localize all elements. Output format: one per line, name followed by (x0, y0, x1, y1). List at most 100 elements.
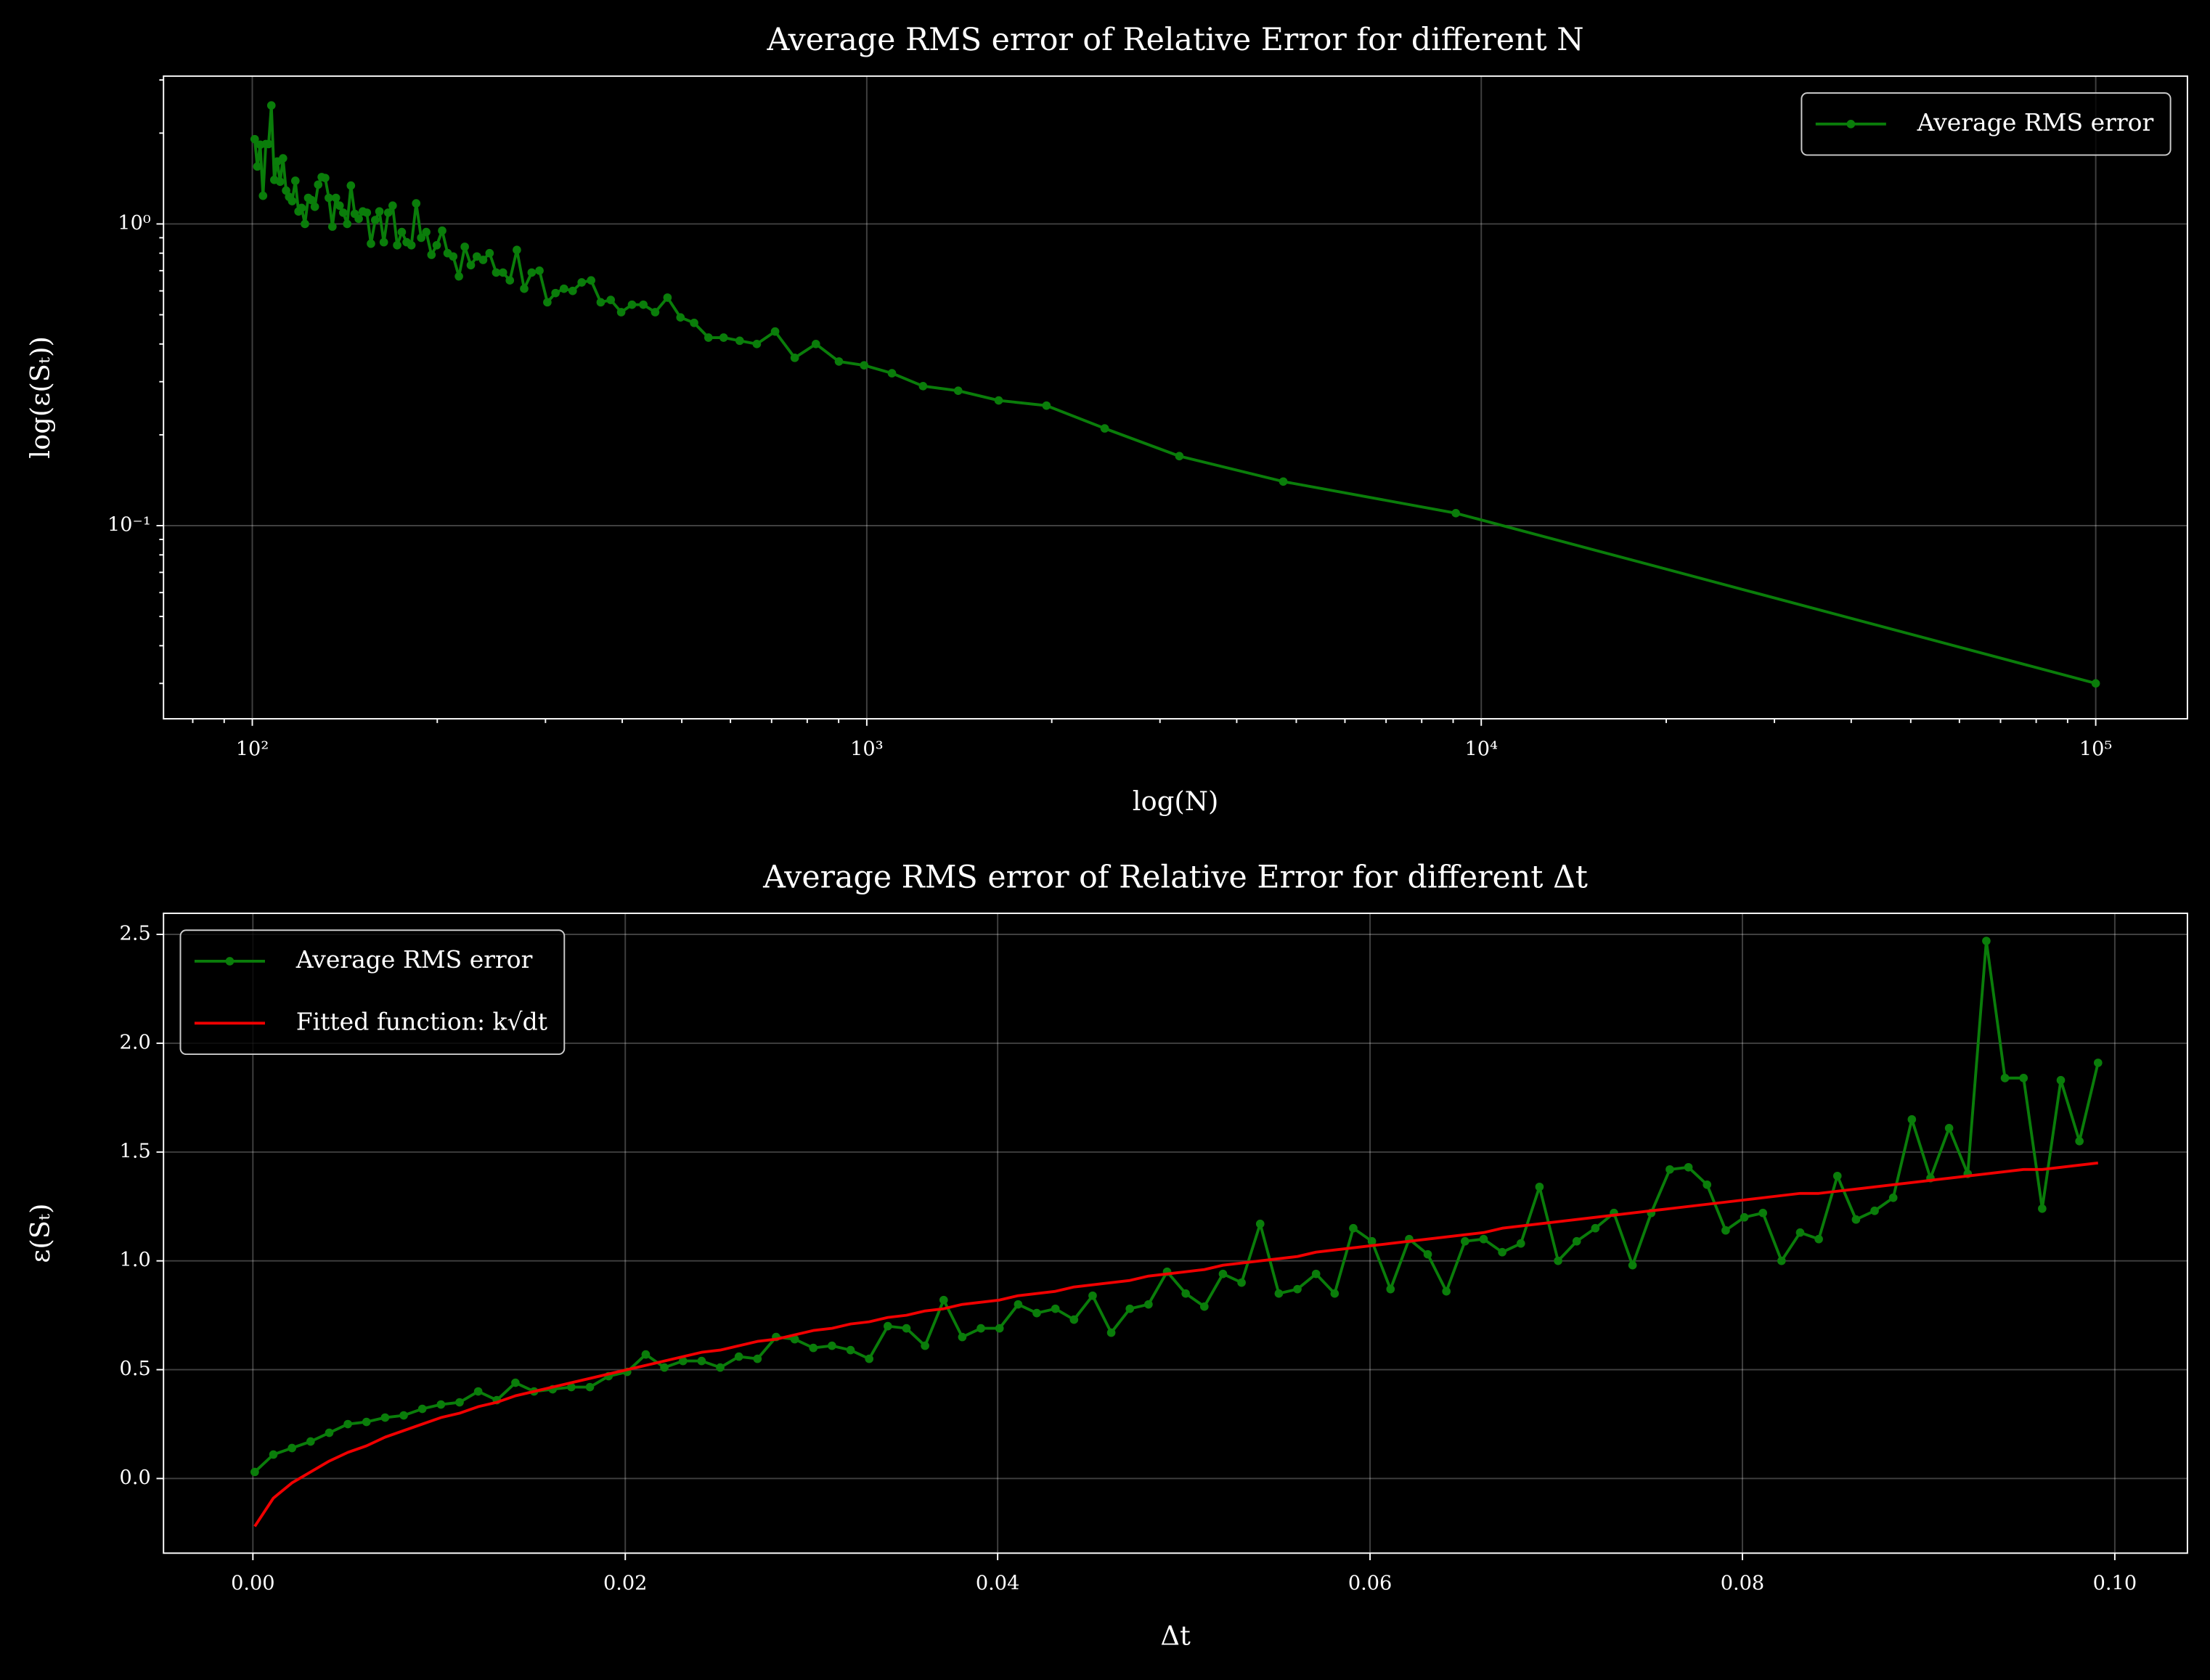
data-point (953, 386, 963, 396)
data-point (306, 1437, 315, 1446)
data-point (770, 327, 780, 336)
data-point (918, 382, 928, 391)
legend-label: Average RMS error (1917, 108, 2154, 136)
data-point (1181, 1289, 1190, 1298)
x-tick-label: 0.08 (1721, 1572, 1764, 1594)
series-line (253, 939, 2100, 1473)
data-point (1703, 1180, 1712, 1189)
data-point (958, 1332, 967, 1342)
data-point (454, 272, 463, 281)
data-point (460, 242, 469, 251)
data-point (1144, 1300, 1153, 1309)
data-point (1423, 1249, 1432, 1259)
data-point (1479, 1234, 1488, 1244)
data-point (520, 284, 529, 293)
legend-box (1801, 92, 2172, 156)
data-point (393, 240, 401, 250)
data-point (1982, 937, 1991, 945)
legend: Average RMS error Fitted function: k√dt (179, 929, 566, 1056)
y-tick-label: 0.0 (120, 1467, 151, 1489)
data-point (436, 1400, 446, 1409)
data-point (994, 396, 1003, 405)
data-point (498, 268, 507, 277)
data-point (346, 181, 356, 190)
data-point (1274, 1289, 1284, 1298)
data-point (290, 176, 300, 185)
data-point (473, 252, 481, 261)
data-point (651, 308, 660, 317)
data-point (1088, 1291, 1097, 1300)
data-point (921, 1341, 929, 1350)
data-point (1461, 1236, 1469, 1246)
data-point (1777, 1256, 1786, 1265)
data-point (1042, 401, 1051, 410)
data-point (307, 195, 316, 205)
data-point (663, 293, 672, 302)
data-point (1684, 1162, 1693, 1172)
y-axis-title: ε(Sₜ) (25, 1203, 56, 1263)
data-point (375, 207, 384, 216)
data-point (383, 208, 393, 217)
data-point (388, 201, 397, 211)
data-point (678, 1356, 688, 1366)
data-point (551, 288, 560, 298)
data-point (902, 1324, 911, 1333)
data-point (676, 313, 685, 322)
data-point (288, 197, 297, 205)
data-point (1498, 1247, 1506, 1257)
data-point (399, 1411, 408, 1420)
data-point (1591, 1223, 1600, 1233)
data-point (343, 219, 352, 229)
data-point (790, 1334, 799, 1344)
data-point (995, 1324, 1004, 1333)
data-point (1944, 1124, 1954, 1133)
data-point (2093, 1059, 2103, 1067)
data-point (417, 1404, 427, 1414)
data-point (449, 252, 458, 261)
data-point (478, 256, 488, 264)
data-point (834, 357, 844, 366)
legend-label: Average RMS error (295, 945, 533, 974)
y-tick-label: 0.5 (120, 1358, 151, 1380)
data-point (1740, 1212, 1749, 1222)
data-point (282, 186, 290, 195)
data-point (1628, 1260, 1637, 1270)
data-point (1451, 508, 1461, 518)
x-axis-title: log(N) (1133, 786, 1219, 817)
data-point (1572, 1236, 1581, 1246)
data-point (412, 199, 421, 208)
data-point (338, 208, 348, 217)
data-point (1758, 1208, 1768, 1218)
x-axis-title: Δt (1160, 1620, 1191, 1651)
data-point (335, 201, 344, 211)
data-point (1554, 1256, 1562, 1265)
data-point (264, 139, 273, 149)
data-point (279, 154, 288, 163)
x-tick-label: 10⁴ (1465, 738, 1499, 760)
data-point (527, 268, 537, 277)
data-point (269, 1450, 278, 1459)
data-point (432, 240, 441, 250)
data-point (473, 1387, 483, 1396)
data-point (362, 208, 372, 217)
data-point (466, 261, 476, 270)
data-point (811, 339, 820, 348)
x-tick-label: 0.02 (603, 1572, 647, 1594)
data-point (407, 240, 416, 250)
data-point (1367, 1236, 1377, 1246)
y-tick-label: 10⁻¹ (107, 514, 151, 537)
data-point (492, 268, 501, 277)
data-point (1535, 1182, 1544, 1191)
data-point (331, 193, 341, 203)
y-tick-label: 1.5 (120, 1140, 151, 1162)
data-point (1051, 1304, 1060, 1313)
data-point (567, 1382, 576, 1392)
legend-marker (1846, 120, 1856, 129)
chart-title: Average RMS error of Relative Error for … (766, 22, 1583, 58)
data-point (258, 191, 268, 200)
y-axis-title: log(ε(Sₜ)) (25, 336, 56, 459)
data-point (559, 284, 568, 293)
data-point (577, 278, 587, 287)
data-point (585, 1382, 595, 1392)
data-point (370, 216, 380, 224)
